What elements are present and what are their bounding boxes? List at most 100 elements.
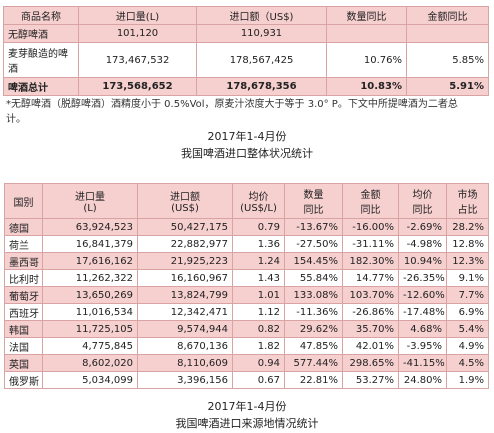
cell: 298.65%: [342, 354, 399, 372]
row: 墨西哥 17,616,162 21,925,223 1.24 154.45% 182.30…: [4, 252, 489, 270]
cell: -41.15%: [398, 354, 447, 372]
row: 英国 8,602,020 8,110,609 0.94 577.44% 298.65% -4…: [4, 354, 489, 372]
cell: 10.94%: [398, 252, 447, 270]
cell: -27.50%: [284, 235, 343, 253]
cell: 0.94: [232, 354, 285, 372]
header-text: 数量同比: [346, 12, 387, 23]
cell: 1.82: [232, 337, 285, 355]
cell: 11,725,105: [42, 320, 138, 338]
header-text: 进口量(L): [115, 12, 160, 23]
cell: 4,775,845: [42, 337, 138, 355]
header-cell: 商品名称: [3, 6, 79, 25]
cell: 173,568,652: [78, 77, 197, 96]
cell: -26.35%: [398, 269, 447, 287]
cell: 24.80%: [398, 371, 447, 389]
cell: 10.76%: [326, 42, 407, 78]
header-cell: 进口额 (US$): [137, 183, 233, 219]
cell: 14.77%: [342, 269, 399, 287]
cell: 西班牙: [4, 303, 43, 321]
cell: 17,616,162: [42, 252, 138, 270]
cell: 英国: [4, 354, 43, 372]
caption: 2017年1-4月份我国啤酒进口来源地情况统计: [0, 398, 494, 432]
header-cell: 进口量(L): [42, 183, 138, 219]
cell: [406, 24, 489, 43]
cell: 577.44%: [284, 354, 343, 372]
cell: 133.08%: [284, 286, 343, 304]
header-row: 国别 进口量 (L) 进口额 (US$) 均价 (US$/L) 数量 同比 金额 同比 均价 同比 市场占…: [4, 183, 489, 219]
cell: 10.83%: [326, 77, 407, 96]
header-text: 占比: [457, 205, 478, 216]
cell: 178,678,356: [196, 77, 327, 96]
header-text: 均价: [248, 192, 269, 203]
cell: 1.24: [232, 252, 285, 270]
cell: 4.5%: [446, 354, 489, 372]
cell: 13,650,269: [42, 286, 138, 304]
cell: 4.9%: [446, 337, 489, 355]
cell: 1.12: [232, 303, 285, 321]
header-cell: 均价 (US$/L): [232, 183, 285, 219]
cell: 葡萄牙: [4, 286, 43, 304]
cell: 55.84%: [284, 269, 343, 287]
row: 麦芽酿造的啤酒 173,467,532 178,567,425 10.76% 5.85%: [3, 42, 489, 78]
header-text: 进口量: [75, 192, 105, 203]
cell: 法国: [4, 337, 43, 355]
row: 法国 4,775,845 8,670,136 1.82 47.85% 42.01% -3.9…: [4, 337, 489, 355]
caption-line: 2017年1-4月份: [207, 130, 287, 143]
cell: 12,342,471: [137, 303, 233, 321]
cell: -13.67%: [284, 218, 343, 236]
cell: 178,567,425: [196, 42, 327, 78]
cell: [326, 24, 407, 43]
caption-line: 我国啤酒进口来源地情况统计: [175, 417, 319, 430]
cell: 182.30%: [342, 252, 399, 270]
cell: 3,396,156: [137, 371, 233, 389]
cell: 9,574,944: [137, 320, 233, 338]
cell: 8,602,020: [42, 354, 138, 372]
cell: -4.98%: [398, 235, 447, 253]
cell: -26.86%: [342, 303, 399, 321]
row: 葡萄牙 13,650,269 13,824,799 1.01 133.08% 103.70…: [4, 286, 489, 304]
cell: 荷兰: [4, 235, 43, 253]
header-text: 数量: [303, 190, 324, 201]
cell: 8,110,609: [137, 354, 233, 372]
cell: 4.68%: [398, 320, 447, 338]
header-cell: 均价 同比: [398, 183, 447, 219]
header-text: 金额: [360, 190, 381, 201]
header-cell: 金额同比: [342, 183, 399, 219]
cell: 16,841,379: [42, 235, 138, 253]
caption-line: 2017年1-4月份: [207, 400, 287, 413]
cell: 无醇啤酒: [3, 24, 79, 43]
cell: -31.11%: [342, 235, 399, 253]
header-text: 均价: [412, 190, 433, 201]
header-row: 商品名称 进口量(L) 进口额（US$) 数量同比 金额同比: [3, 6, 489, 25]
header-cell: 进口量(L): [78, 6, 197, 25]
caption: 2017年1-4月份 我国啤酒进口整体状况统计: [0, 128, 494, 162]
header-text: 同比: [303, 205, 324, 216]
cell: 5.91%: [406, 77, 489, 96]
row: 俄罗斯 5,034,099 3,396,156 0.67 22.81% 53.27% 24.…: [4, 371, 489, 389]
cell: 8,670,136: [137, 337, 233, 355]
header-text: 同比: [360, 205, 381, 216]
cell: 0.79: [232, 218, 285, 236]
cell: 7.7%: [446, 286, 489, 304]
header-text: (L): [83, 203, 97, 214]
cell: 比利时: [4, 269, 43, 287]
header-text: 进口额: [170, 192, 200, 203]
cell: 1.01: [232, 286, 285, 304]
cell: 12.8%: [446, 235, 489, 253]
row: 西班牙 11,016,534 12,342,471 1.12 -11.36% -26.86…: [4, 303, 489, 321]
cell: 韩国: [4, 320, 43, 338]
cell: 53.27%: [342, 371, 399, 389]
row: 韩国 11,725,105 9,574,944 0.82 29.62% 35.70% 4.6…: [4, 320, 489, 338]
cell: 42.01%: [342, 337, 399, 355]
cell: 11,016,534: [42, 303, 138, 321]
cell: 50,427,175: [137, 218, 233, 236]
cell: 110,931: [196, 24, 327, 43]
overall-table: 商品名称 进口量(L) 进口额（US$) 数量同比 金额同比 无醇啤酒 101,120 110…: [3, 6, 489, 96]
cell: -17.48%: [398, 303, 447, 321]
header-text: 国别: [13, 197, 34, 209]
cell: 麦芽酿造的啤酒: [3, 42, 79, 78]
cell: 1.9%: [446, 371, 489, 389]
cell: 啤酒总计: [3, 77, 79, 96]
cell: 5.85%: [406, 42, 489, 78]
